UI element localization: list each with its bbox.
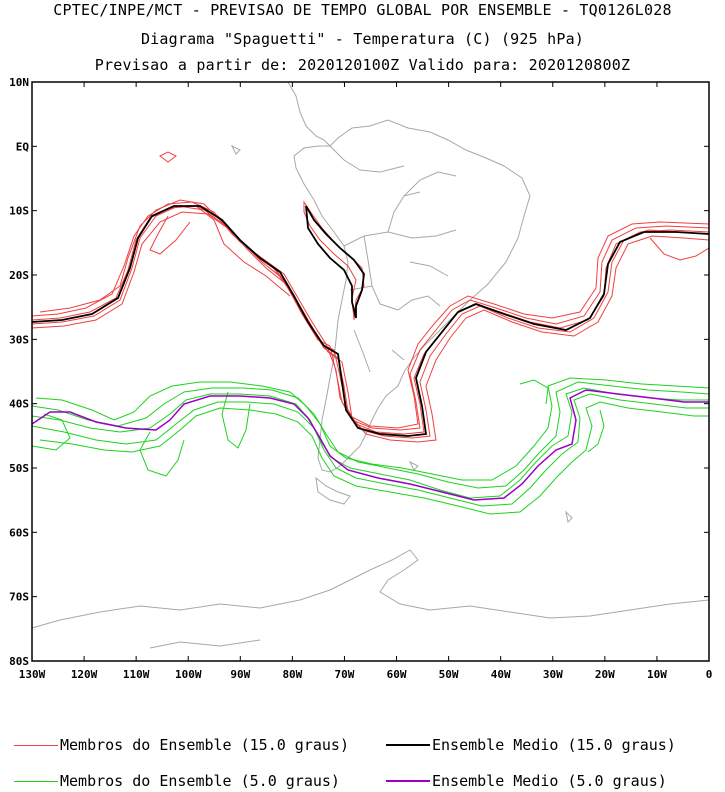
member-5-contour [587, 409, 605, 453]
lon-tick-label: 20W [595, 668, 615, 681]
member-15-contour [149, 215, 191, 255]
lon-tick-label: 110W [123, 668, 150, 681]
member-5-contour [35, 377, 710, 481]
lat-tick-labels: 10N EQ 10S 20S 30S 40S 50S 60S 70S 80S [9, 76, 29, 668]
legend-item-members-15: Membros do Ensemble (15.0 graus) [14, 736, 349, 754]
member-5-contour [39, 401, 709, 515]
title-line-1: CPTEC/INPE/MCT - PREVISAO DE TEMPO GLOBA… [53, 1, 672, 19]
legend-item-members-5: Membros do Ensemble (5.0 graus) [14, 772, 340, 790]
legend-label-mean-15: Ensemble Medio (15.0 graus) [432, 736, 676, 754]
plot-frame [31, 81, 710, 662]
member-5-contour [31, 413, 71, 451]
coastline-layer [31, 81, 710, 649]
lat-tick-label: 10S [9, 205, 29, 218]
member-5-contour [31, 387, 709, 499]
legend-label-members-5: Membros do Ensemble (5.0 graus) [60, 772, 340, 790]
legend-label-mean-5: Ensemble Medio (5.0 graus) [432, 772, 667, 790]
mean-5-contour [31, 389, 709, 501]
lat-tick-label: 20S [9, 269, 29, 282]
legend-swatch-members-15 [14, 744, 58, 746]
legend-swatch-mean-5 [386, 780, 430, 782]
legend-swatch-members-5 [14, 780, 58, 782]
mean-15-layer [31, 205, 710, 437]
member-5-contour [31, 393, 709, 507]
lon-tick-label: 120W [71, 668, 98, 681]
lon-tick-label: 90W [230, 668, 250, 681]
mean-5-layer [31, 389, 709, 501]
lat-tick-label: 30S [9, 333, 29, 346]
members-15-layer [31, 151, 710, 443]
lon-tick-label: 30W [543, 668, 563, 681]
member-15-contour [649, 237, 710, 261]
lon-tick-label: 50W [439, 668, 459, 681]
lat-tick-label: EQ [16, 140, 30, 153]
title-line-3: Previsao a partir de: 2020120100Z Valido… [94, 56, 631, 74]
lon-tick-label: 130W [19, 668, 46, 681]
lon-tick-label: 100W [175, 668, 202, 681]
lon-tick-label: 60W [387, 668, 407, 681]
lat-tick-label: 60S [9, 526, 29, 539]
member-15-contour [159, 151, 177, 163]
lon-tick-marks [31, 82, 710, 661]
member-15-contour [31, 205, 710, 435]
lon-tick-label: 0 [706, 668, 713, 681]
legend-item-mean-15: Ensemble Medio (15.0 graus) [386, 736, 676, 754]
lon-tick-label: 70W [335, 668, 355, 681]
lon-tick-label: 10W [647, 668, 667, 681]
member-15-contour [39, 199, 710, 429]
member-5-contour [31, 381, 710, 489]
lat-tick-label: 70S [9, 591, 29, 604]
lon-tick-label: 40W [491, 668, 511, 681]
member-15-contour [195, 205, 291, 297]
lat-tick-label: 50S [9, 462, 29, 475]
mean-15-contour [31, 205, 710, 437]
mean-15-contour [305, 205, 365, 319]
members-5-layer [31, 377, 710, 515]
legend-item-mean-5: Ensemble Medio (5.0 graus) [386, 772, 667, 790]
lat-tick-label: 10N [9, 76, 29, 89]
lon-tick-label: 80W [282, 668, 302, 681]
lat-tick-label: 40S [9, 398, 29, 411]
legend-label-members-15: Membros do Ensemble (15.0 graus) [60, 736, 349, 754]
lat-tick-marks [32, 81, 709, 662]
member-5-contour [139, 431, 185, 477]
lat-tick-label: 80S [9, 655, 29, 668]
legend-swatch-mean-15 [386, 744, 430, 746]
member-5-contour [519, 379, 549, 405]
title-line-2: Diagrama "Spaguetti" - Temperatura (C) (… [140, 30, 585, 48]
lon-tick-labels: 130W 120W 110W 100W 90W 80W 70W 60W 50W 40W 30W 20W… [19, 668, 713, 681]
member-5-contour [221, 391, 251, 449]
member-15-contour [31, 211, 710, 443]
